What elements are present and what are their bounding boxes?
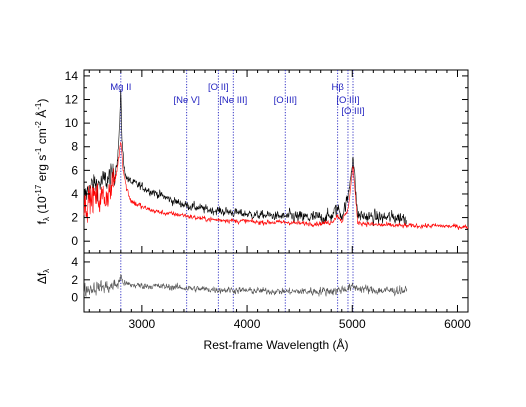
y-tick-label: 4 bbox=[71, 187, 78, 201]
emission-line-label: Hβ bbox=[331, 82, 344, 93]
y-tick-label: 8 bbox=[71, 140, 78, 154]
y-tick-label: 2 bbox=[71, 211, 78, 225]
axis-label-part: cm bbox=[35, 128, 49, 147]
emission-line-label: [O III] bbox=[336, 95, 359, 106]
top-panel: Mg II [Ne V] [O II] [Ne III] [O III] Hβ [O III… bbox=[65, 69, 469, 312]
x-tick-label: 3000 bbox=[129, 317, 156, 331]
top-y-axis-label: fλ (10-17 erg s-1 cm-2 Å-1) bbox=[34, 99, 51, 225]
difference-series bbox=[83, 274, 408, 298]
axis-label-part: Δf bbox=[35, 272, 49, 284]
axis-label-part: -2 bbox=[34, 121, 43, 129]
y-tick-label: 14 bbox=[65, 69, 79, 83]
axis-label-part: ) bbox=[35, 99, 49, 103]
y-tick-label: 2 bbox=[71, 273, 78, 287]
spectrum-black-series bbox=[83, 90, 407, 226]
y-tick-label: 0 bbox=[71, 291, 78, 305]
x-axis-label: Rest-frame Wavelength (Å) bbox=[204, 337, 349, 352]
y-tick-label: 6 bbox=[71, 163, 78, 177]
emission-line-label: [O III] bbox=[341, 106, 364, 117]
axis-label-part: Å bbox=[34, 110, 49, 121]
y-tick-label: 10 bbox=[65, 116, 79, 130]
x-tick-label: 6000 bbox=[444, 317, 471, 331]
axis-label-part: -1 bbox=[34, 102, 43, 110]
bottom-y-axis-label: Δfλ bbox=[35, 269, 51, 284]
y-tick-label: 4 bbox=[71, 255, 78, 269]
y-tick-label: 12 bbox=[65, 93, 79, 107]
axis-label-part: erg s bbox=[35, 155, 49, 185]
axis-label-part: -1 bbox=[34, 147, 43, 155]
axis-label-part: f bbox=[35, 220, 49, 224]
emission-line-label: [Ne III] bbox=[219, 95, 247, 106]
emission-line-label: Mg II bbox=[110, 82, 131, 93]
bottom-panel: 0 2 4 3000 4000 5000 6000 bbox=[71, 252, 471, 331]
x-tick-label: 4000 bbox=[234, 317, 261, 331]
bottom-plot-frame bbox=[83, 252, 469, 313]
emission-line-label: [O II] bbox=[208, 82, 229, 93]
axis-label-part: λ bbox=[42, 217, 51, 221]
emission-line-label: [Ne V] bbox=[173, 95, 199, 106]
x-tick-label: 5000 bbox=[339, 317, 366, 331]
axis-label-part: -17 bbox=[34, 184, 43, 196]
y-tick-label: 0 bbox=[71, 234, 78, 248]
emission-line-label: [O III] bbox=[274, 95, 297, 106]
spectrum-red-series bbox=[83, 141, 469, 230]
axis-label-part: (10 bbox=[35, 196, 49, 217]
axis-label-part: λ bbox=[42, 269, 51, 273]
